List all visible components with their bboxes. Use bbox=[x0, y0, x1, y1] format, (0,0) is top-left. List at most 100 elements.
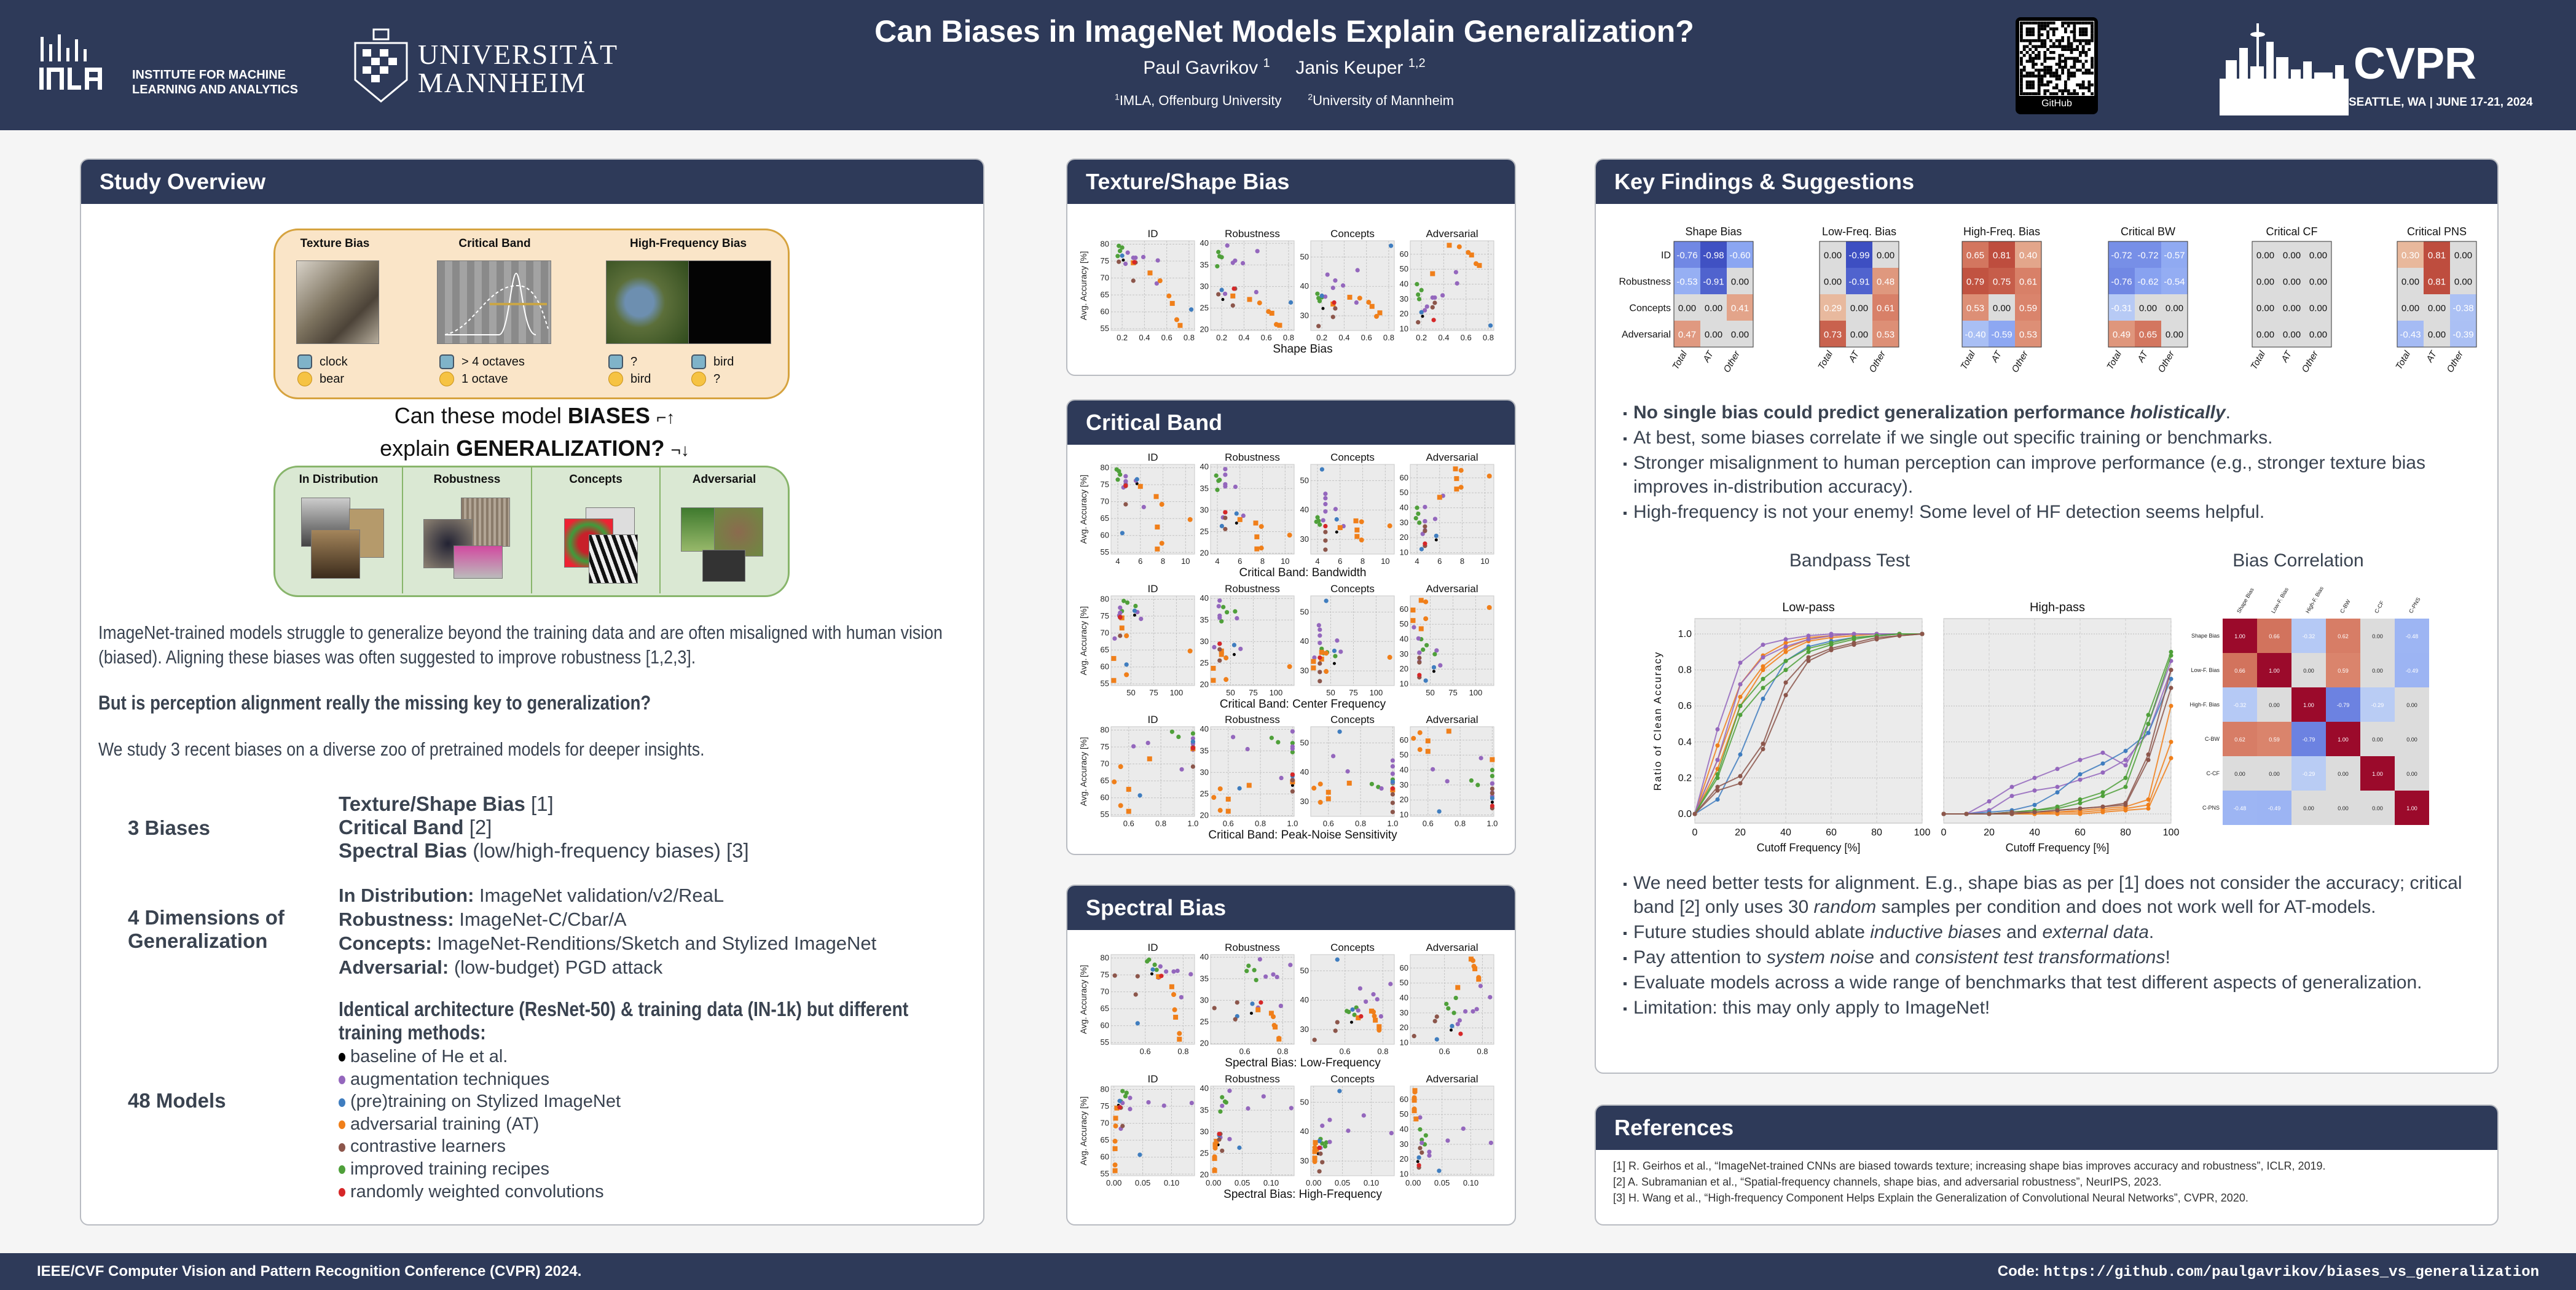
robot-icon bbox=[691, 354, 706, 369]
spectral-bias-panel: Spectral Bias bbox=[1066, 885, 1516, 1226]
hf-right-human-label: ? bbox=[691, 372, 720, 386]
finding-item: Stronger misalignment to human perceptio… bbox=[1622, 451, 2483, 499]
human-face-icon bbox=[691, 372, 706, 386]
code-url[interactable]: https://github.com/paulgavrikov/biases_v… bbox=[2043, 1264, 2539, 1281]
band-curve-icon bbox=[444, 272, 549, 335]
biases-label: 3 Biases bbox=[128, 816, 210, 839]
hf-bias-title: High-Frequency Bias bbox=[629, 237, 747, 250]
reference-item: [1] R. Geirhos et al., “ImageNet-trained… bbox=[1613, 1160, 2326, 1172]
adversarial-sample-image bbox=[714, 507, 763, 557]
model-groups-legend: baseline of He et al. augmentation techni… bbox=[339, 1046, 621, 1203]
adversarial-sample-image bbox=[702, 550, 745, 582]
legend-item: baseline of He et al. bbox=[339, 1046, 621, 1068]
panel-title: References bbox=[1596, 1106, 2497, 1150]
references-panel: References bbox=[1595, 1104, 2499, 1226]
poster-title: Can Biases in ImageNet Models Explain Ge… bbox=[874, 14, 1694, 49]
texture-model-label: clock bbox=[297, 354, 348, 369]
robot-icon bbox=[608, 354, 623, 369]
imla-logo-mark bbox=[39, 34, 102, 90]
finding-item: Limitation: this may only apply to Image… bbox=[1622, 996, 2483, 1020]
crest-icon bbox=[354, 28, 408, 103]
panel-title: Texture/Shape Bias bbox=[1067, 160, 1515, 204]
legend-item: adversarial training (AT) bbox=[339, 1113, 621, 1136]
legend-dot-icon bbox=[339, 1165, 345, 1175]
code-link[interactable]: Code: https://github.com/paulgavrikov/bi… bbox=[1997, 1263, 2539, 1281]
finding-item: At best, some biases correlate if we sin… bbox=[1622, 426, 2483, 450]
imla-name-line1: INSTITUTE FOR MACHINE bbox=[132, 68, 286, 82]
legend-item: randomly weighted convolutions bbox=[339, 1181, 621, 1203]
legend-dot-icon bbox=[339, 1143, 345, 1152]
study-statement: We study 3 recent biases on a diverse zo… bbox=[98, 738, 705, 760]
reference-item: [2] A. Subramanian et al., “Spatial-freq… bbox=[1613, 1176, 2162, 1188]
hf-filtered-image bbox=[688, 260, 771, 344]
uni-mannheim-name: UNIVERSITÄT MANNHEIM bbox=[418, 41, 618, 97]
finding-item: No single bias could predict generalizat… bbox=[1622, 401, 2483, 424]
robustness-sample-image bbox=[454, 545, 503, 579]
key-question: But is perception alignment really the m… bbox=[98, 692, 651, 714]
panel-title: Spectral Bias bbox=[1067, 886, 1515, 930]
qr-label: GitHub bbox=[2041, 98, 2072, 109]
human-face-icon bbox=[297, 372, 312, 386]
findings-list-top: No single bias could predict generalizat… bbox=[1622, 401, 2483, 525]
cvpr-location-dates: SEATTLE, WA | JUNE 17-21, 2024 bbox=[2349, 96, 2533, 109]
dim-robustness-title: Robustness bbox=[433, 473, 501, 486]
dimensions-label: 4 Dimensions of Generalization bbox=[128, 906, 285, 952]
imla-name-line2: LEARNING AND ANALYTICS bbox=[132, 83, 299, 96]
uni-mannheim-crest bbox=[349, 25, 413, 104]
reference-item: [3] H. Wang et al., “High-frequency Comp… bbox=[1613, 1192, 2248, 1204]
dim-id-title: In Distribution bbox=[299, 473, 379, 486]
critical-band-panel: Critical Band bbox=[1066, 399, 1516, 855]
id-sample-image bbox=[311, 530, 360, 579]
poster-footer: IEEE/CVF Computer Vision and Pattern Rec… bbox=[0, 1253, 2576, 1290]
panel-title: Study Overview bbox=[81, 160, 983, 204]
imla-logo bbox=[37, 31, 117, 92]
texture-bias-title: Texture Bias bbox=[300, 237, 370, 250]
texture-bias-image bbox=[296, 260, 379, 344]
poster-header: INSTITUTE FOR MACHINE LEARNING AND ANALY… bbox=[0, 0, 2576, 130]
biases-list: Texture/Shape Bias [1] Critical Band [2]… bbox=[339, 792, 749, 862]
dimension-item: Robustness: ImageNet-C/Cbar/A bbox=[339, 909, 627, 930]
finding-item: We need better tests for alignment. E.g.… bbox=[1622, 871, 2483, 919]
finding-item: Evaluate models across a wide range of b… bbox=[1622, 971, 2483, 995]
texture-human-label: bear bbox=[297, 372, 344, 386]
conference-name: IEEE/CVF Computer Vision and Pattern Rec… bbox=[37, 1263, 582, 1280]
affiliation-1: 1IMLA, Offenburg University bbox=[1115, 92, 1282, 109]
dimensions-list: In Distribution: ImageNet validation/v2/… bbox=[339, 883, 876, 979]
legend-dot-icon bbox=[339, 1098, 345, 1107]
github-qr-code[interactable]: GitHub bbox=[2016, 17, 2098, 114]
authors: Paul Gavrikov 1 Janis Keuper 1,2 bbox=[737, 57, 1831, 79]
adversarial-sample-image bbox=[681, 507, 717, 552]
hf-right-model-label: bird bbox=[691, 354, 734, 369]
robot-icon bbox=[297, 354, 312, 369]
critical-human-label: 1 octave bbox=[439, 372, 508, 386]
human-face-icon bbox=[608, 372, 623, 386]
legend-dot-icon bbox=[339, 1187, 345, 1197]
bias-item: Spectral Bias (low/high-frequency biases… bbox=[339, 839, 749, 862]
divider bbox=[402, 467, 403, 593]
panel-title: Key Findings & Suggestions bbox=[1596, 160, 2497, 204]
bias-item: Texture/Shape Bias [1] bbox=[339, 792, 554, 815]
legend-dot-icon bbox=[339, 1120, 345, 1130]
divider bbox=[659, 467, 661, 593]
question-line-2: explain GENERALIZATION? ¬↓ bbox=[380, 436, 689, 461]
uni-line2: MANNHEIM bbox=[418, 67, 587, 98]
finding-item: Future studies should ablate inductive b… bbox=[1622, 920, 2483, 944]
central-question: Can these model BIASES ⌐↑ explain GENERA… bbox=[289, 401, 780, 466]
hf-bird-image bbox=[606, 260, 689, 344]
hf-left-human-label: bird bbox=[608, 372, 651, 386]
qr-code-icon bbox=[2019, 21, 2094, 96]
bias-item: Critical Band [2] bbox=[339, 816, 492, 838]
texture-shape-panel: Texture/Shape Bias bbox=[1066, 158, 1516, 376]
concepts-sample-image bbox=[589, 534, 638, 584]
seattle-skyline-icon bbox=[2220, 23, 2349, 115]
legend-item: contrastive learners bbox=[339, 1135, 621, 1158]
legend-item: (pre)training on Stylized ImageNet bbox=[339, 1090, 621, 1113]
panel-title: Critical Band bbox=[1067, 401, 1515, 445]
imla-name: INSTITUTE FOR MACHINE LEARNING AND ANALY… bbox=[132, 68, 298, 97]
findings-list-bottom: We need better tests for alignment. E.g.… bbox=[1622, 871, 2483, 1021]
author-2: Janis Keuper 1,2 bbox=[1295, 57, 1426, 78]
cvpr-wordmark: CVPR bbox=[2354, 39, 2477, 88]
human-face-icon bbox=[439, 372, 454, 386]
models-heading: Identical architecture (ResNet-50) & tra… bbox=[339, 998, 909, 1044]
intro-paragraph: ImageNet-trained models struggle to gene… bbox=[98, 622, 943, 668]
